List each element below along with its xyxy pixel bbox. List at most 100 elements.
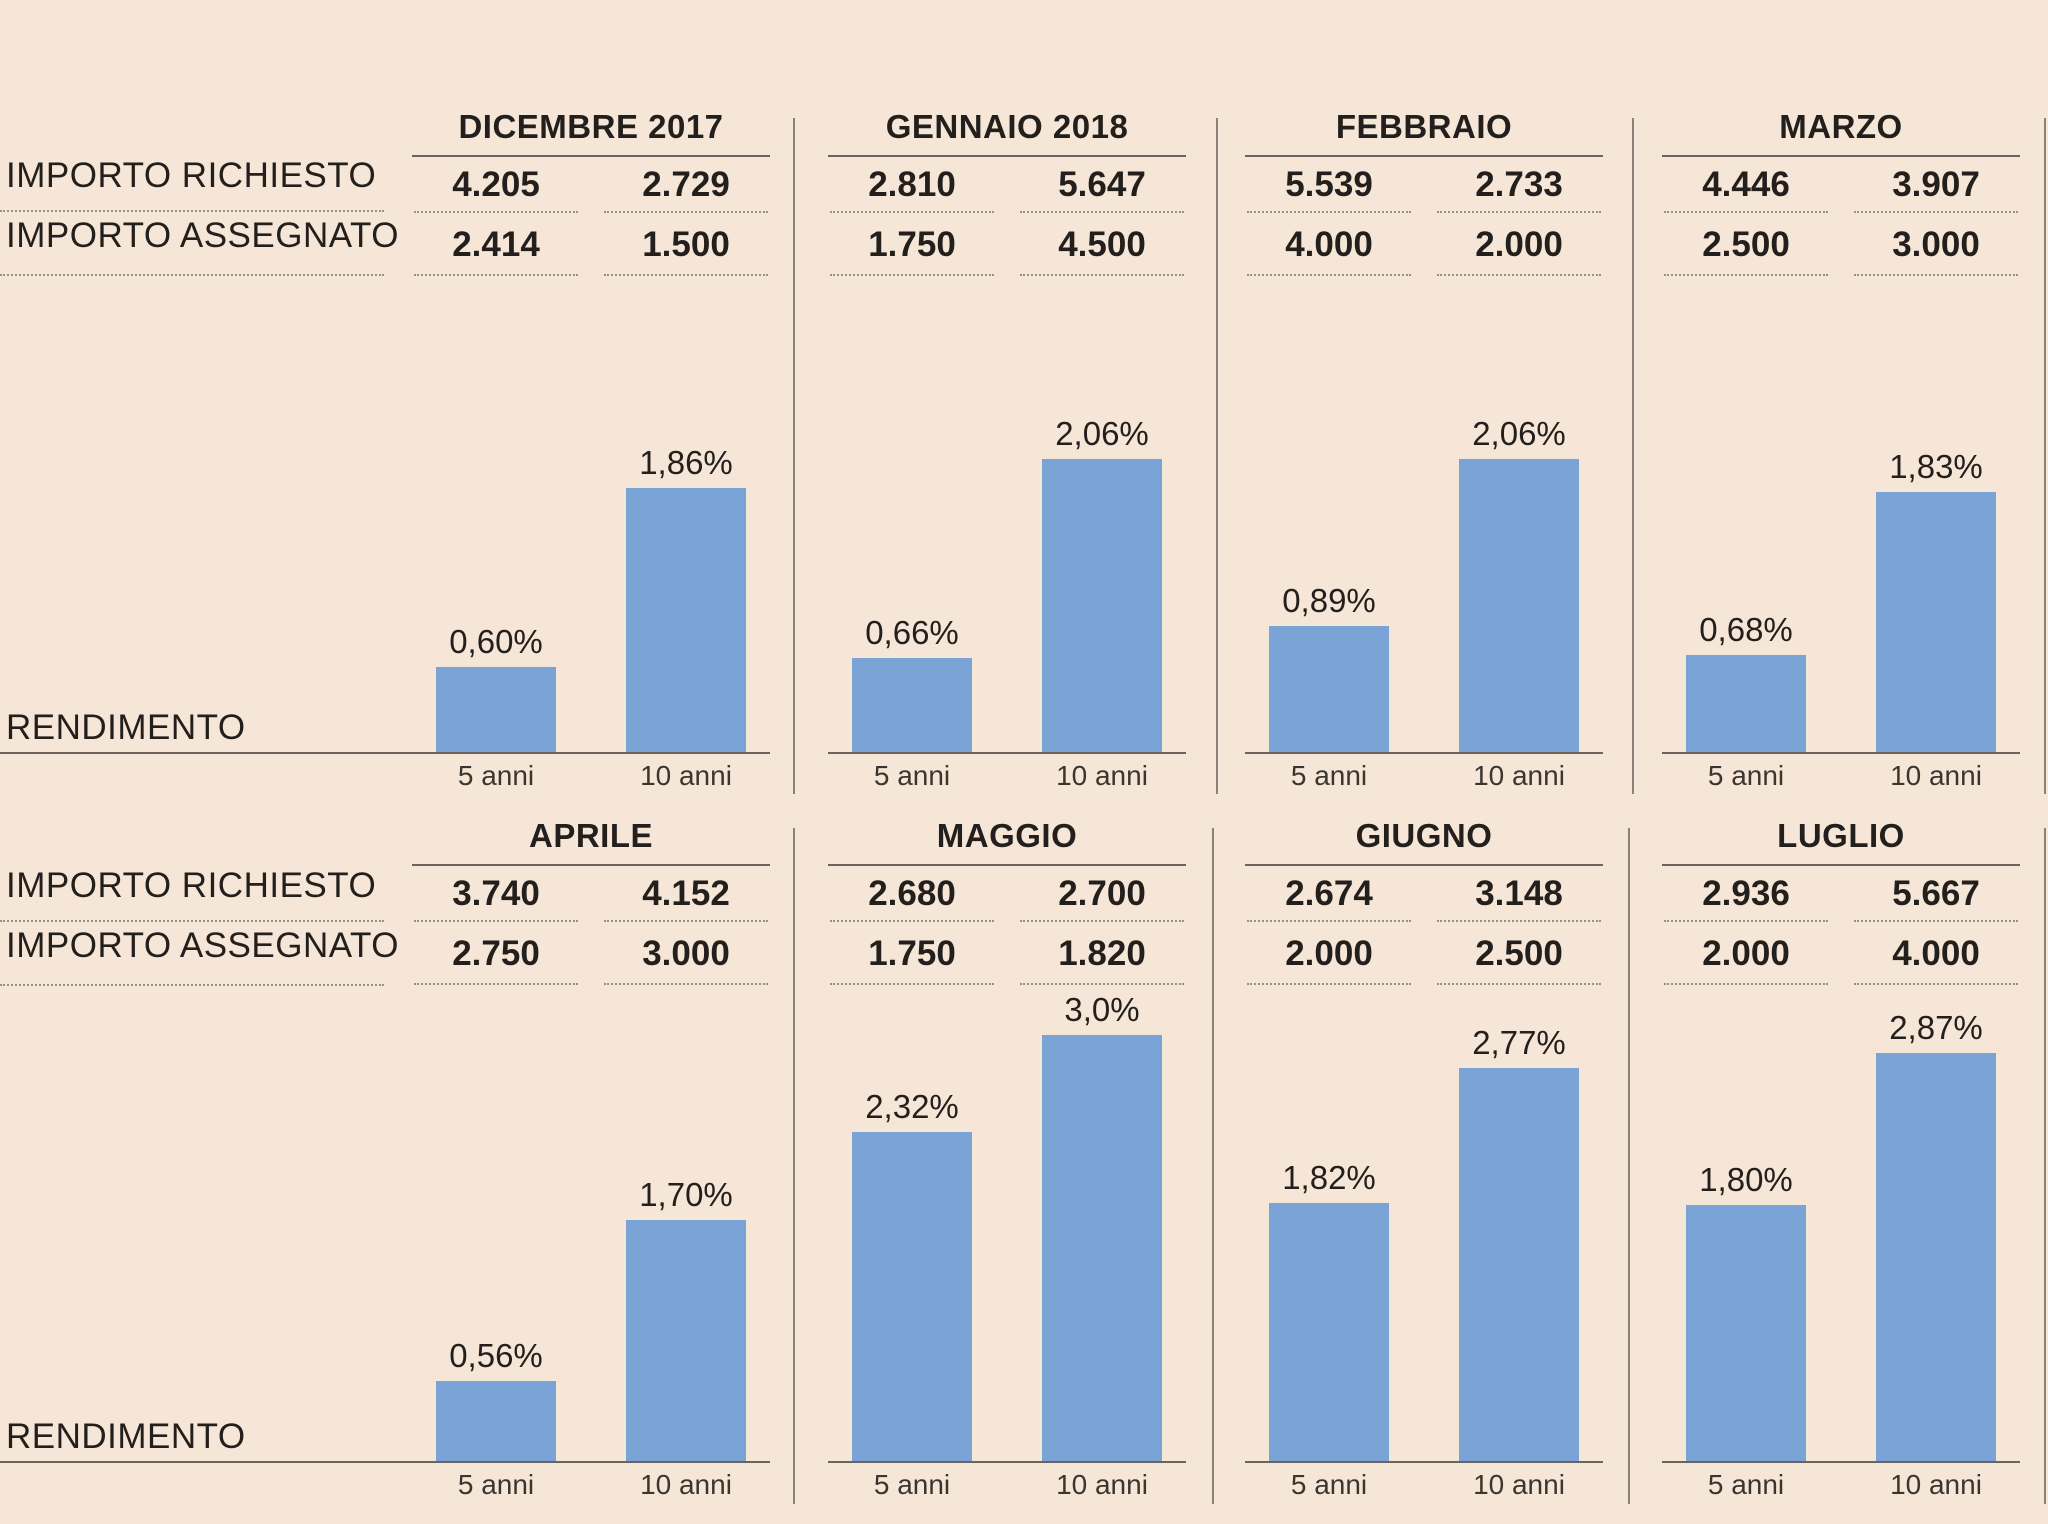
bar-5-anni: [436, 1381, 556, 1461]
bar-value-label: 2,06%: [1055, 415, 1149, 452]
panel-separator: [1216, 118, 1218, 794]
x-tick-label: 10 anni: [1056, 1469, 1148, 1500]
panel-baseline: [828, 752, 1186, 754]
panel-title: MARZO: [1779, 108, 1903, 145]
bar-value-label: 0,66%: [865, 614, 959, 651]
assigned-value: 4.000: [1892, 934, 1980, 973]
requested-divider: [1247, 920, 1411, 922]
requested-label-top: IMPORTO RICHIESTO: [6, 156, 377, 195]
assigned-divider: [1854, 274, 2018, 276]
assigned-value: 2.000: [1475, 225, 1563, 264]
bar-value-label: 2,87%: [1889, 1009, 1983, 1046]
requested-divider: [414, 211, 578, 213]
assigned-value: 2.750: [452, 934, 540, 973]
yield-label-bottom: RENDIMENTO: [6, 1417, 246, 1456]
panel-separator: [1212, 828, 1214, 1504]
requested-divider: [1664, 920, 1828, 922]
bar-value-label: 1,86%: [639, 444, 733, 481]
panel-baseline: [412, 1461, 770, 1463]
requested-divider: [1247, 211, 1411, 213]
title-rule: [828, 864, 1186, 866]
bar-5-anni: [852, 658, 972, 752]
title-rule: [412, 155, 770, 157]
x-tick-label: 10 anni: [640, 760, 732, 791]
assigned-value: 2.000: [1702, 934, 1790, 973]
bar-value-label: 1,83%: [1889, 448, 1983, 485]
x-tick-label: 10 anni: [1890, 1469, 1982, 1500]
requested-value: 4.205: [452, 165, 540, 204]
requested-value: 2.810: [868, 165, 956, 204]
title-rule: [1662, 155, 2020, 157]
x-tick-label: 10 anni: [1890, 760, 1982, 791]
panel-baseline: [1245, 752, 1603, 754]
assigned-divider: [1437, 983, 1601, 985]
requested-divider: [830, 920, 994, 922]
bar-5-anni: [1269, 626, 1389, 752]
assigned-divider: [1247, 274, 1411, 276]
requested-divider: [604, 920, 768, 922]
assigned-divider: [604, 274, 768, 276]
bar-5-anni: [436, 667, 556, 752]
requested-label-bottom: IMPORTO RICHIESTO: [6, 866, 377, 905]
assigned-value: 2.500: [1702, 225, 1790, 264]
panel-title: DICEMBRE 2017: [458, 108, 724, 145]
x-tick-label: 10 anni: [1473, 1469, 1565, 1500]
x-tick-label: 5 anni: [873, 1469, 951, 1500]
x-tick-label: 5 anni: [1290, 1469, 1368, 1500]
bar-value-label: 2,06%: [1472, 415, 1566, 452]
assigned-divider: [830, 274, 994, 276]
assigned-value: 2.414: [452, 225, 540, 264]
assigned-value: 3.000: [1892, 225, 1980, 264]
assigned-divider: [1664, 274, 1828, 276]
assigned-label-bottom: IMPORTO ASSEGNATO: [6, 926, 399, 965]
title-rule: [1245, 155, 1603, 157]
title-rule: [1662, 864, 2020, 866]
bar-10-anni: [1042, 459, 1162, 752]
panel-title: GIUGNO: [1355, 817, 1493, 854]
bar-value-label: 0,60%: [449, 623, 543, 660]
requested-divider: [414, 920, 578, 922]
requested-divider: [1020, 211, 1184, 213]
assigned-label-divider: [0, 984, 384, 986]
assigned-divider: [414, 983, 578, 985]
requested-divider: [1854, 920, 2018, 922]
requested-value: 3.740: [452, 874, 540, 913]
assigned-divider: [414, 274, 578, 276]
assigned-divider: [1664, 983, 1828, 985]
x-tick-label: 5 anni: [1290, 760, 1368, 791]
requested-label-divider: [0, 210, 384, 212]
panel-baseline: [1245, 1461, 1603, 1463]
yield-label-baseline: [0, 752, 412, 754]
assigned-label-divider: [0, 274, 384, 276]
bar-10-anni: [1459, 459, 1579, 752]
bar-10-anni: [1459, 1068, 1579, 1461]
assigned-value: 2.500: [1475, 934, 1563, 973]
bar-10-anni: [626, 1220, 746, 1461]
panel-separator: [2044, 118, 2046, 794]
panel-separator: [1628, 828, 1630, 1504]
assigned-value: 1.750: [868, 225, 956, 264]
x-tick-label: 5 anni: [1707, 1469, 1785, 1500]
requested-divider: [1437, 211, 1601, 213]
title-rule: [412, 864, 770, 866]
bar-10-anni: [1876, 492, 1996, 752]
panel-separator: [1632, 118, 1634, 794]
bar-value-label: 1,70%: [639, 1176, 733, 1213]
yield-label-baseline: [0, 1461, 412, 1463]
requested-value: 2.729: [642, 165, 730, 204]
x-tick-label: 5 anni: [873, 760, 951, 791]
assigned-value: 1.820: [1058, 934, 1146, 973]
panel-separator: [2044, 828, 2046, 1504]
bar-5-anni: [852, 1132, 972, 1461]
x-tick-label: 10 anni: [1473, 760, 1565, 791]
bar-10-anni: [1876, 1053, 1996, 1461]
requested-label-divider: [0, 920, 384, 922]
requested-value: 3.907: [1892, 165, 1980, 204]
assigned-divider: [1437, 274, 1601, 276]
panel-title: APRILE: [528, 817, 653, 854]
bar-value-label: 3,0%: [1064, 991, 1140, 1028]
assigned-value: 2.000: [1285, 934, 1373, 973]
requested-value: 2.936: [1702, 874, 1790, 913]
assigned-value: 1.500: [642, 225, 730, 264]
panel-title: GENNAIO 2018: [885, 108, 1129, 145]
